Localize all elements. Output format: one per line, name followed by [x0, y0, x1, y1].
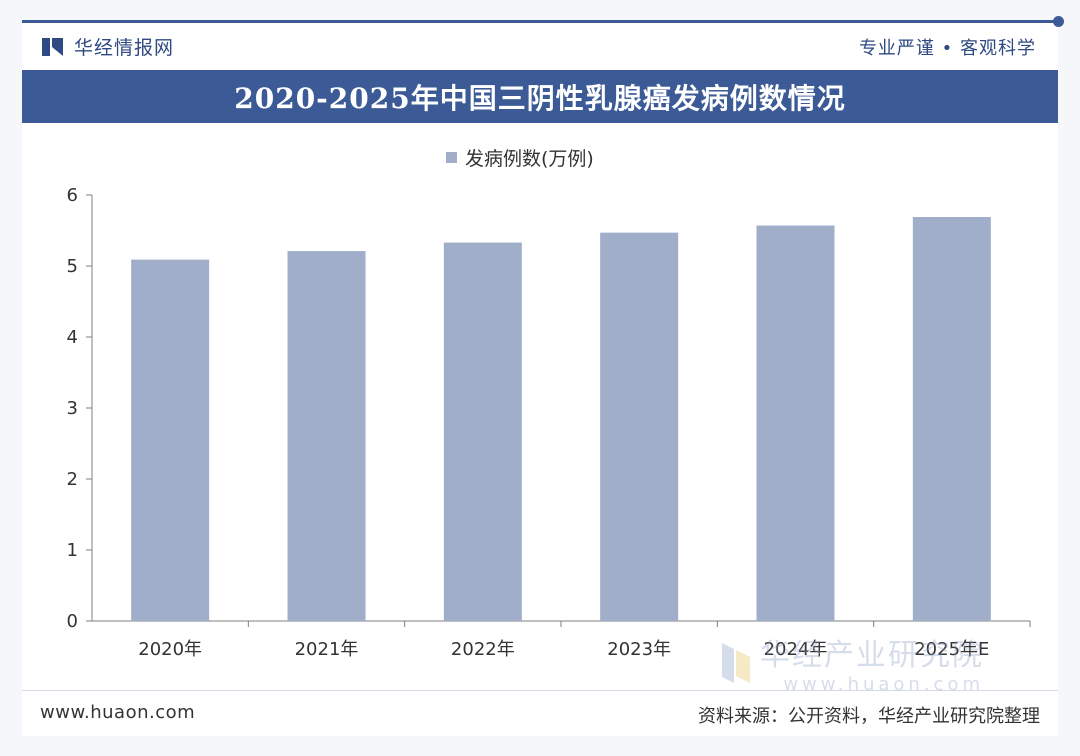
- top-rule: [22, 16, 1064, 27]
- slogan: 专业严谨 • 客观科学: [858, 38, 1036, 59]
- x-tick-label: 2023年: [607, 639, 671, 660]
- bar-chart: 0 1 2 3 4 5 6 2020年 2021年 2022年 2023年 2024年 2025年E: [67, 185, 1031, 660]
- x-tick-label: 2022年: [451, 639, 515, 660]
- y-tick-label: 5: [67, 256, 78, 277]
- x-tick-label: 2021年: [295, 639, 359, 660]
- y-tick-label: 2: [67, 469, 78, 490]
- y-tick-label: 0: [67, 611, 78, 632]
- legend: 发病例数(万例): [446, 144, 594, 171]
- brand: 华经情报网: [42, 32, 174, 60]
- watermark-url: www.huaon.com: [783, 674, 984, 695]
- footer-source: 资料来源：公开资料，华经产业研究院整理: [698, 706, 1040, 727]
- legend-swatch: [446, 152, 457, 163]
- watermark-logo-icon: [722, 642, 750, 683]
- brand-name: 华经情报网: [74, 36, 175, 59]
- y-tick-label: 1: [67, 540, 78, 561]
- brand-logo-icon: [42, 38, 63, 56]
- x-tick-label: 2024年: [764, 639, 828, 660]
- x-tick-label: 2020年: [138, 639, 202, 660]
- title-bar: 2020-2025年中国三阴性乳腺癌发病例数情况: [22, 70, 1058, 123]
- bar: [756, 225, 835, 621]
- y-tick-label: 4: [67, 327, 78, 348]
- x-tick-label: 2025年E: [914, 639, 989, 660]
- legend-label: 发病例数(万例): [465, 148, 594, 170]
- watermark-name: 华经产业研究院: [760, 638, 984, 673]
- chart-title: 2020-2025年中国三阴性乳腺癌发病例数情况: [234, 81, 846, 115]
- bar: [131, 259, 210, 621]
- watermark: 华经产业研究院 www.huaon.com: [722, 630, 984, 695]
- footer-website: www.huaon.com: [40, 702, 196, 723]
- footer-rule: [22, 690, 1058, 691]
- y-tick-label: 3: [67, 398, 78, 419]
- chart-frame: 华经情报网 专业严谨 • 客观科学 2020-2025年中国三阴性乳腺癌发病例数…: [22, 16, 1064, 736]
- bar: [912, 217, 991, 621]
- bar: [600, 232, 679, 621]
- y-tick-label: 6: [67, 185, 78, 206]
- bar: [443, 242, 522, 621]
- bar: [287, 251, 366, 621]
